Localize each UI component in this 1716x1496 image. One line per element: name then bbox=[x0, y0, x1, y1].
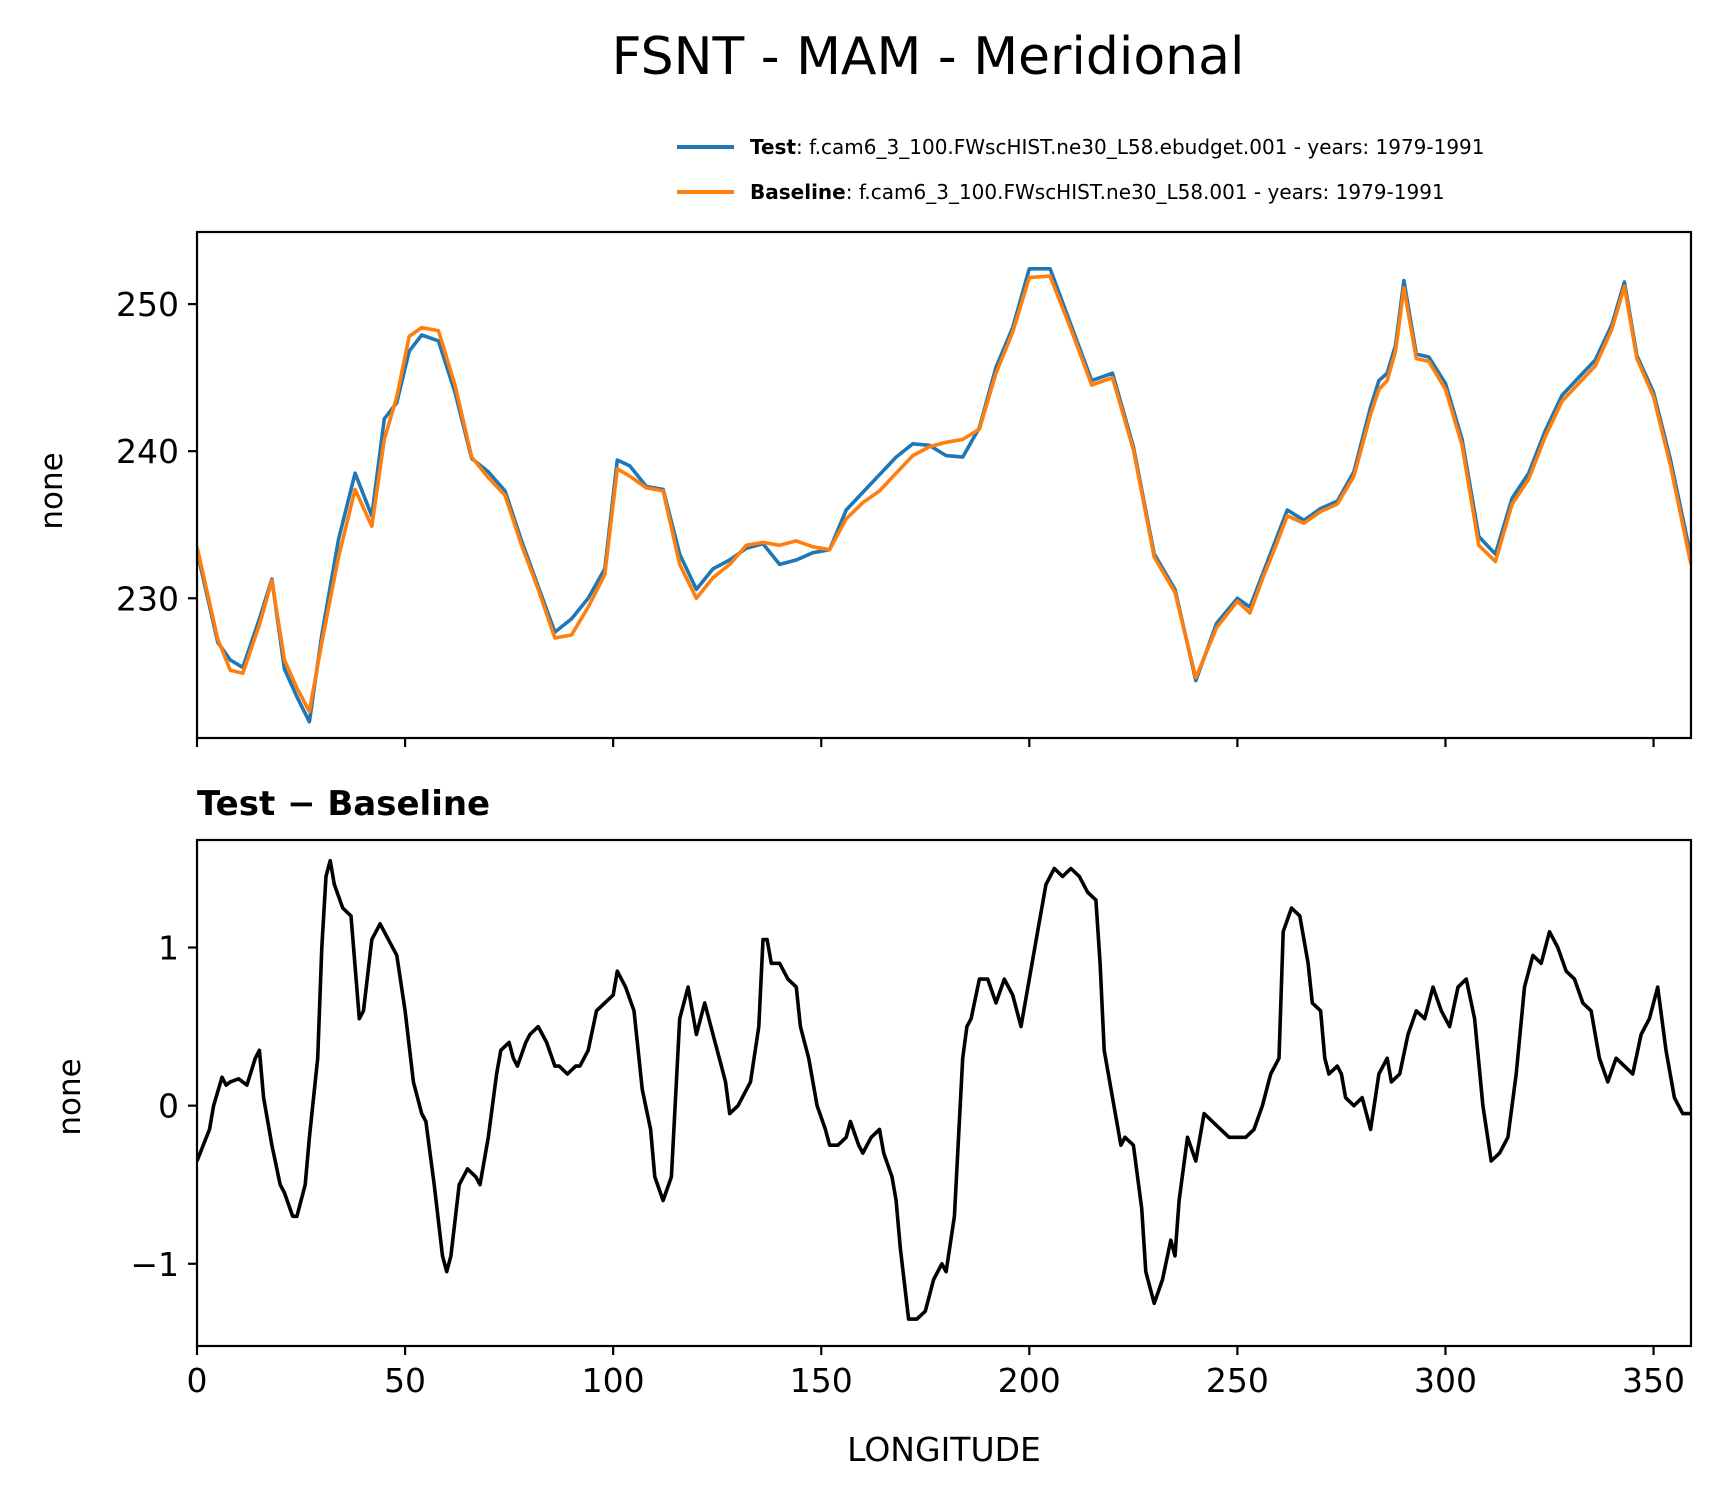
bottom-axes-frame bbox=[195, 838, 1693, 1348]
bottom-panel-xlabel: LONGITUDE bbox=[847, 1430, 1041, 1469]
bottom-xtick-label: 200 bbox=[998, 1361, 1061, 1400]
bottom-panel: Test − Baseline none LONGITUDE 0 50 100 150… bbox=[52, 784, 1693, 1469]
legend-baseline-desc: : f.cam6_3_100.FWscHIST.ne30_L58.001 - y… bbox=[846, 180, 1445, 204]
bottom-xtick-label: 150 bbox=[790, 1361, 853, 1400]
legend-baseline-name: Baseline bbox=[750, 180, 846, 204]
legend-test-desc: : f.cam6_3_100.FWscHIST.ne30_L58.ebudget… bbox=[796, 135, 1485, 159]
bottom-xtick-label: 250 bbox=[1206, 1361, 1269, 1400]
bottom-xtick-label: 50 bbox=[384, 1361, 426, 1400]
top-panel-ylabel: none bbox=[34, 452, 70, 529]
bottom-xtick-label: 350 bbox=[1622, 1361, 1685, 1400]
top-axes-frame bbox=[195, 230, 1693, 740]
top-panel: none 230 240 250 bbox=[34, 230, 1693, 747]
bottom-xtick-label: 300 bbox=[1414, 1361, 1477, 1400]
legend-test-entry: Test: f.cam6_3_100.FWscHIST.ne30_L58.ebu… bbox=[750, 135, 1485, 159]
top-ytick-label: 230 bbox=[116, 579, 179, 618]
bottom-panel-title: Test − Baseline bbox=[197, 784, 490, 824]
legend: Test: f.cam6_3_100.FWscHIST.ne30_L58.ebu… bbox=[677, 135, 1485, 204]
bottom-series-test-baseline bbox=[197, 858, 1691, 1321]
top-ytick-label: 240 bbox=[116, 432, 179, 471]
top-series-baseline bbox=[197, 274, 1691, 714]
bottom-ytick-label: −1 bbox=[130, 1245, 179, 1284]
bottom-ytick-label: 0 bbox=[158, 1087, 179, 1126]
chart-title: FSNT - MAM - Meridional bbox=[612, 27, 1245, 87]
bottom-xtick-label: 0 bbox=[187, 1361, 208, 1400]
legend-baseline-entry: Baseline: f.cam6_3_100.FWscHIST.ne30_L58… bbox=[750, 180, 1445, 204]
bottom-ytick-label: 1 bbox=[158, 929, 179, 968]
bottom-panel-ylabel: none bbox=[52, 1058, 88, 1135]
legend-test-name: Test bbox=[750, 135, 796, 159]
top-ytick-label: 250 bbox=[116, 285, 179, 324]
bottom-xtick-label: 100 bbox=[582, 1361, 645, 1400]
